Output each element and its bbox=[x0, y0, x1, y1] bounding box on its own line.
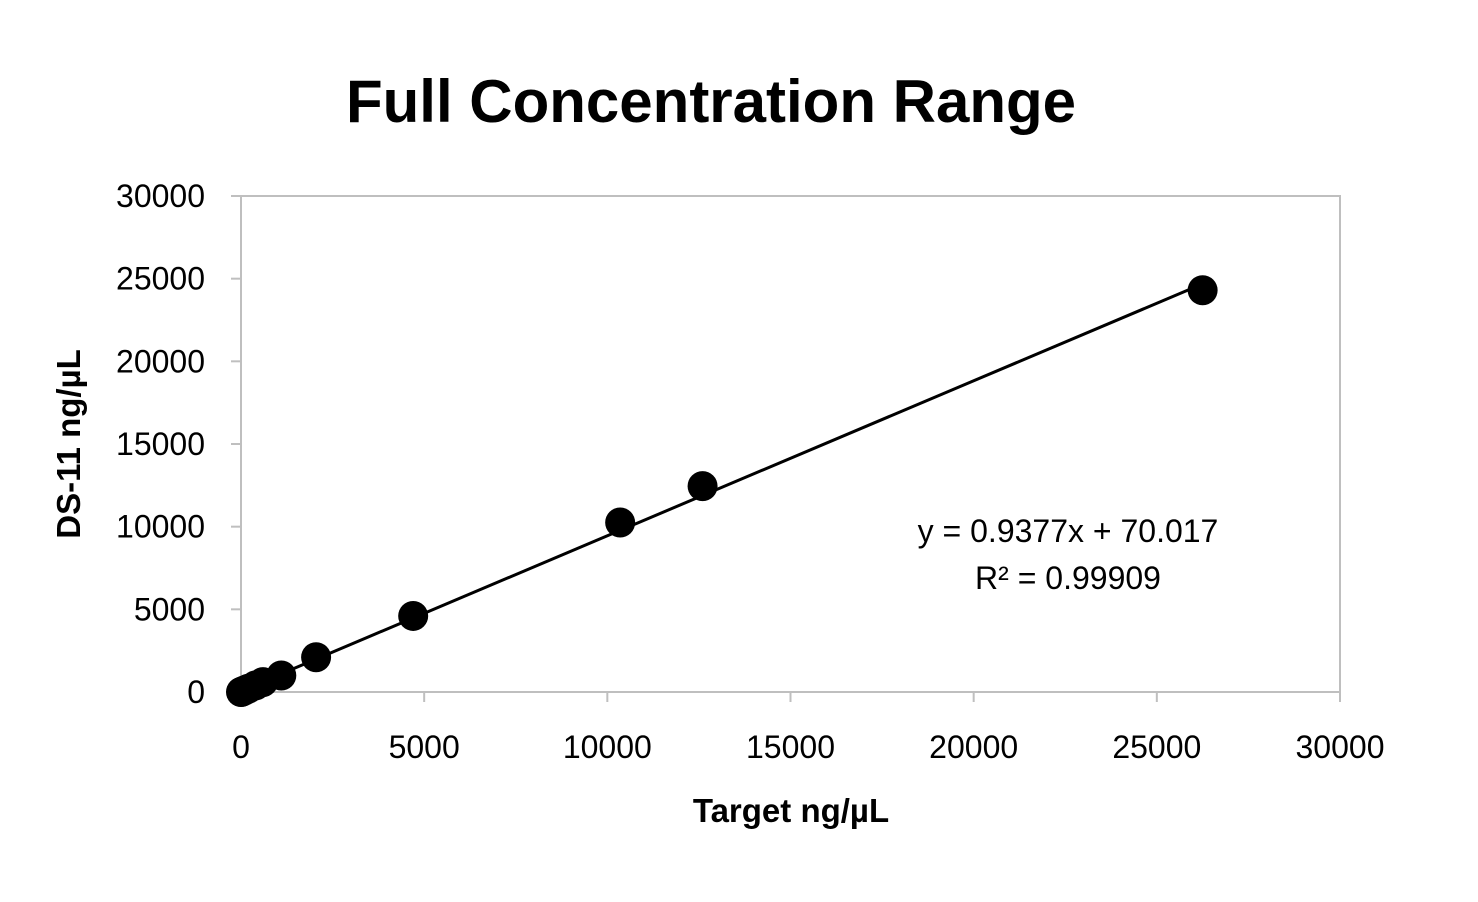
x-tick-label: 25000 bbox=[1112, 729, 1201, 765]
data-points bbox=[226, 275, 1218, 707]
y-tick-label: 25000 bbox=[116, 261, 205, 297]
y-tick-label: 15000 bbox=[116, 426, 205, 462]
chart-title: Full Concentration Range bbox=[346, 68, 1076, 135]
data-point bbox=[605, 507, 636, 538]
x-tick-label: 5000 bbox=[389, 729, 460, 765]
x-axis: 0 5000 10000 15000 20000 25000 30000 bbox=[232, 692, 1384, 765]
y-tick-label: 30000 bbox=[116, 178, 205, 214]
data-point bbox=[1187, 275, 1218, 306]
y-tick-label: 20000 bbox=[116, 343, 205, 379]
y-axis-title: DS-11 ng/µL bbox=[50, 349, 87, 539]
y-tick-label: 5000 bbox=[134, 591, 205, 627]
data-point bbox=[266, 660, 297, 691]
x-tick-label: 15000 bbox=[746, 729, 835, 765]
x-axis-title: Target ng/µL bbox=[693, 792, 889, 829]
data-point bbox=[687, 471, 718, 502]
r-squared-label: R² = 0.99909 bbox=[975, 560, 1161, 596]
equation-label: y = 0.9377x + 70.017 bbox=[918, 513, 1219, 549]
x-tick-label: 20000 bbox=[929, 729, 1018, 765]
x-tick-label: 30000 bbox=[1296, 729, 1385, 765]
data-point bbox=[301, 642, 332, 673]
x-tick-label: 0 bbox=[232, 729, 250, 765]
y-axis: 0 5000 10000 15000 20000 25000 30000 bbox=[116, 178, 241, 710]
trendline bbox=[240, 282, 1204, 693]
y-tick-label: 10000 bbox=[116, 509, 205, 545]
y-tick-label: 0 bbox=[187, 674, 205, 710]
x-tick-label: 10000 bbox=[563, 729, 652, 765]
data-point bbox=[398, 600, 429, 631]
